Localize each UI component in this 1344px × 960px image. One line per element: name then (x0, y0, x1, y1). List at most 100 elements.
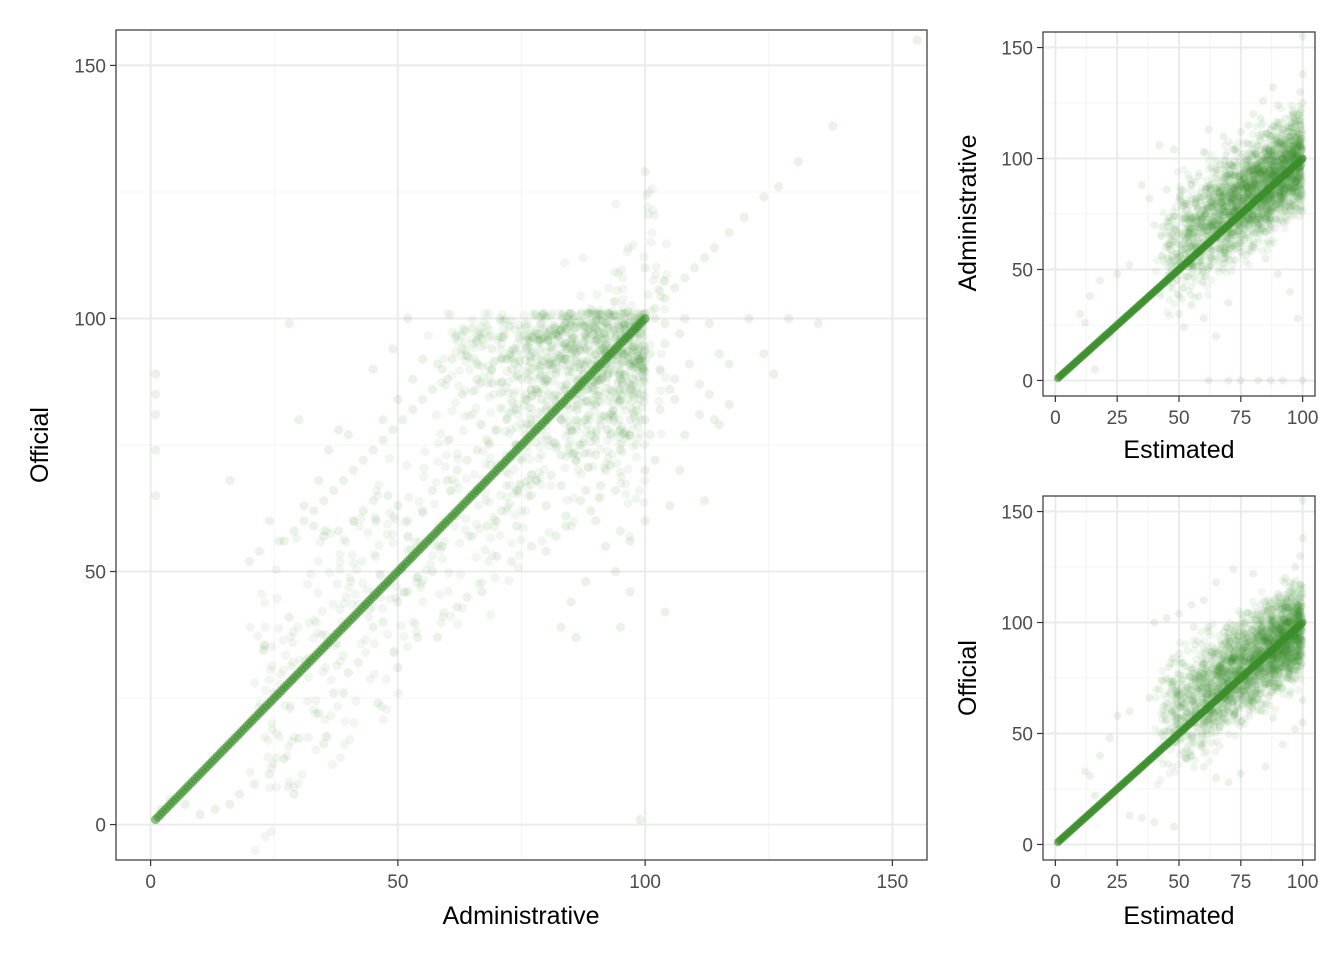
scatter-point (640, 440, 650, 450)
scatter-point (545, 324, 555, 334)
scatter-point (632, 382, 642, 392)
scatter-point (912, 35, 922, 45)
scatter-point (509, 345, 519, 355)
scatter-point (629, 356, 639, 366)
scatter-point (280, 650, 291, 660)
scatter-point (521, 322, 531, 332)
scatter-point (1199, 147, 1208, 156)
scatter-point (1157, 232, 1166, 241)
scatter-point (235, 789, 245, 799)
scatter-point (504, 428, 514, 439)
scatter-point (1287, 101, 1296, 110)
scatter-point (527, 332, 537, 342)
scatter-point (1249, 243, 1258, 252)
scatter-point (340, 716, 351, 726)
scatter-point (1272, 117, 1281, 126)
scatter-point (267, 661, 277, 671)
scatter-point (604, 322, 614, 332)
scatter-point (587, 317, 597, 327)
scatter-point (670, 374, 680, 384)
scatter-point (617, 357, 628, 367)
scatter-point (566, 597, 576, 607)
scatter-point (828, 121, 838, 131)
scatter-point (699, 496, 710, 506)
scatter-point (600, 329, 610, 340)
scatter-point (1267, 213, 1276, 222)
scatter-point (547, 308, 557, 319)
scatter-point (625, 361, 635, 371)
scatter-point (628, 441, 638, 451)
scatter-point (1298, 146, 1307, 155)
scatter-point (618, 284, 628, 294)
scatter-point (490, 573, 500, 583)
scatter-point (592, 323, 602, 333)
scatter-point (453, 619, 463, 629)
scatter-point (538, 309, 548, 320)
scatter-point (631, 387, 641, 397)
scatter-point (1243, 181, 1252, 190)
scatter-point (615, 439, 625, 449)
scatter-point (311, 696, 321, 706)
scatter-point (602, 376, 612, 387)
scatter-point (594, 331, 604, 341)
scatter-point (744, 313, 754, 324)
identity-point (1298, 154, 1307, 163)
scatter-point (549, 395, 559, 405)
scatter-point (1197, 183, 1206, 192)
scatter-point (260, 598, 270, 608)
scatter-point (759, 349, 769, 359)
scatter-point (543, 333, 553, 343)
scatter-point (150, 445, 161, 455)
scatter-point (1298, 376, 1307, 385)
scatter-point (618, 318, 628, 328)
scatter-point (639, 366, 649, 376)
scatter-point (599, 411, 610, 421)
scatter-point (640, 516, 650, 526)
scatter-point (484, 309, 494, 319)
x-tick-labels: 0 25 50 75 100 (1050, 408, 1318, 429)
scatter-point (656, 349, 667, 359)
scatter-point (585, 414, 595, 424)
scatter-point (274, 623, 284, 634)
scatter-point (1286, 127, 1295, 136)
scatter-point (564, 328, 575, 338)
scatter-point (432, 632, 443, 642)
scatter-point (1195, 210, 1204, 219)
scatter-point (488, 512, 498, 522)
scatter-point (603, 425, 613, 435)
scatter-point (495, 531, 505, 541)
scatter-point (326, 675, 336, 685)
scatter-point (433, 457, 443, 467)
scatter-point (1224, 376, 1233, 385)
scatter-point (1273, 101, 1282, 110)
scatter-point (571, 415, 581, 425)
scatter-point (512, 371, 522, 382)
scatter-point (543, 434, 553, 445)
scatter-point (551, 364, 561, 374)
scatter-point (600, 318, 611, 329)
scatter-point (381, 704, 391, 715)
scatter-point (1286, 150, 1295, 159)
scatter-point (1194, 172, 1203, 181)
scatter-point (625, 379, 635, 389)
scatter-point (505, 350, 515, 360)
scatter-point (467, 386, 478, 396)
scatter-point (1298, 99, 1307, 108)
scatter-point (438, 611, 448, 622)
scatter-point (537, 434, 547, 444)
scatter-point (613, 377, 623, 387)
scatter-point (348, 516, 358, 526)
scatter-point (254, 546, 265, 556)
scatter-point (625, 358, 635, 368)
scatter-point (635, 377, 645, 387)
scatter-point (638, 366, 648, 376)
scatter-point (431, 410, 442, 420)
scatter-point (513, 363, 524, 373)
x-tick-label: 50 (1168, 408, 1189, 429)
scatter-point (1179, 323, 1188, 332)
scatter-point (615, 467, 625, 477)
scatter-point (583, 462, 593, 473)
scatter-point (1095, 276, 1104, 285)
scatter-point (1170, 299, 1179, 308)
scatter-point (338, 475, 349, 486)
